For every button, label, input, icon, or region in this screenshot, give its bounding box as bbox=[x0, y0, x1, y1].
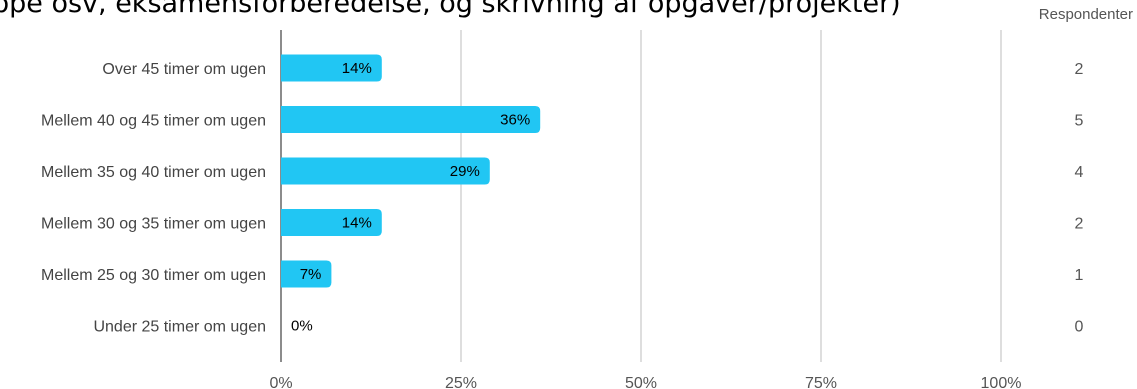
respondent-count: 2 bbox=[1075, 61, 1084, 78]
respondent-count: 1 bbox=[1075, 267, 1084, 284]
x-tick-label: 50% bbox=[625, 375, 657, 389]
data-label: 7% bbox=[300, 266, 322, 283]
category-label: Under 25 timer om ugen bbox=[93, 319, 266, 336]
category-label: Over 45 timer om ugen bbox=[102, 61, 266, 78]
x-tick-label: 25% bbox=[445, 375, 477, 389]
x-tick-label: 100% bbox=[981, 375, 1022, 389]
respondent-count: 2 bbox=[1075, 216, 1084, 233]
category-label: Mellem 25 og 30 timer om ugen bbox=[41, 267, 266, 284]
category-label: Mellem 30 og 35 timer om ugen bbox=[41, 216, 266, 233]
bar bbox=[281, 157, 490, 185]
data-label: 36% bbox=[500, 112, 530, 129]
chart-title: ppe osv, eksamensforberedelse, og skrivn… bbox=[0, 0, 901, 19]
x-tick-label: 75% bbox=[805, 375, 837, 389]
data-label: 29% bbox=[450, 163, 480, 180]
respondent-count: 0 bbox=[1075, 319, 1084, 336]
category-label: Mellem 35 og 40 timer om ugen bbox=[41, 164, 266, 181]
respondent-count: 4 bbox=[1075, 164, 1084, 181]
x-tick-label: 0% bbox=[269, 375, 292, 389]
data-label: 14% bbox=[342, 60, 372, 77]
bar bbox=[281, 209, 382, 236]
respondent-count: 5 bbox=[1075, 113, 1084, 130]
data-label: 14% bbox=[342, 215, 372, 232]
bar bbox=[281, 54, 382, 82]
respondents-header: Respondenter bbox=[1038, 6, 1133, 23]
bar bbox=[281, 106, 541, 133]
bar bbox=[281, 260, 332, 288]
data-label: 0% bbox=[291, 318, 313, 335]
category-label: Mellem 40 og 45 timer om ugen bbox=[41, 113, 266, 130]
